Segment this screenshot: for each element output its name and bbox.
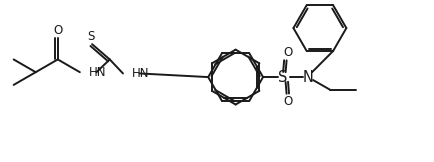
Text: S: S (87, 30, 95, 43)
Text: HN: HN (132, 67, 149, 80)
Text: N: N (302, 70, 314, 85)
Text: O: O (283, 46, 292, 59)
Text: O: O (283, 95, 292, 108)
Text: O: O (53, 24, 62, 37)
Text: HN: HN (89, 66, 106, 79)
Text: S: S (278, 70, 287, 85)
